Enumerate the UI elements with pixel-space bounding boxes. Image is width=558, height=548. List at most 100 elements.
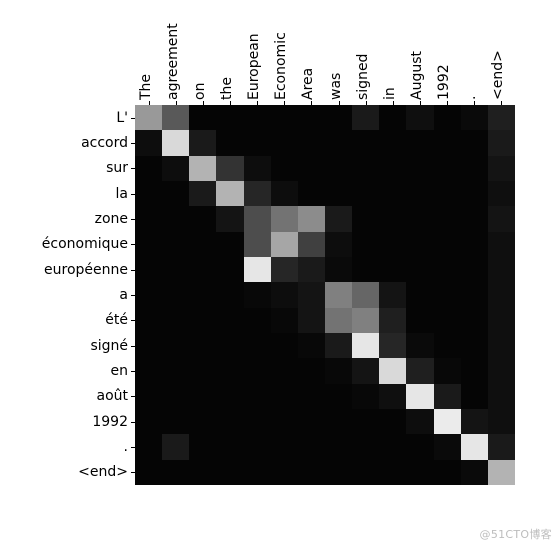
heatmap-cell: [271, 105, 298, 130]
heatmap-cell: [488, 434, 515, 459]
heatmap-cell: [189, 308, 216, 333]
heatmap-cell: [298, 105, 325, 130]
x-tick: [230, 101, 231, 105]
heatmap-cell: [406, 358, 433, 383]
y-label: accord: [81, 135, 128, 151]
heatmap-cell: [135, 282, 162, 307]
heatmap-cell: [352, 156, 379, 181]
heatmap-cell: [461, 460, 488, 485]
y-tick: [131, 346, 135, 347]
heatmap-cell: [298, 130, 325, 155]
y-label: 1992: [92, 414, 128, 430]
heatmap-cell: [352, 282, 379, 307]
heatmap-cell: [379, 232, 406, 257]
heatmap-cell: [406, 460, 433, 485]
heatmap-cell: [162, 257, 189, 282]
heatmap-cell: [271, 358, 298, 383]
heatmap-cell: [135, 206, 162, 231]
heatmap-cell: [434, 232, 461, 257]
heatmap-cell: [216, 434, 243, 459]
heatmap-cell: [162, 434, 189, 459]
heatmap-cell: [488, 460, 515, 485]
x-label: was: [328, 73, 344, 100]
heatmap-cell: [298, 358, 325, 383]
heatmap-cell: [162, 282, 189, 307]
heatmap-area: [135, 105, 515, 485]
heatmap-cell: [135, 257, 162, 282]
y-tick: [131, 219, 135, 220]
heatmap-cell: [135, 358, 162, 383]
heatmap-cell: [244, 434, 271, 459]
y-tick: [131, 472, 135, 473]
heatmap-cell: [189, 384, 216, 409]
heatmap-cell: [488, 232, 515, 257]
heatmap-cell: [488, 384, 515, 409]
x-label: agreement: [165, 23, 181, 100]
heatmap-cell: [271, 333, 298, 358]
heatmap-cell: [162, 308, 189, 333]
heatmap-cell: [352, 257, 379, 282]
heatmap-cell: [189, 257, 216, 282]
heatmap-cell: [298, 384, 325, 409]
heatmap-cell: [379, 181, 406, 206]
y-tick: [131, 320, 135, 321]
heatmap-cell: [216, 232, 243, 257]
heatmap-cell: [488, 156, 515, 181]
heatmap-cell: [216, 156, 243, 181]
y-tick: [131, 194, 135, 195]
heatmap-cell: [406, 206, 433, 231]
heatmap-cell: [325, 308, 352, 333]
x-tick: [474, 101, 475, 105]
heatmap-cell: [162, 156, 189, 181]
y-label: signé: [90, 338, 128, 354]
heatmap-cell: [298, 333, 325, 358]
x-label: Area: [300, 68, 316, 100]
heatmap-cell: [244, 333, 271, 358]
heatmap-cell: [162, 130, 189, 155]
x-tick: [393, 101, 394, 105]
heatmap-cell: [298, 460, 325, 485]
watermark-text: @51CTO博客: [480, 526, 552, 542]
heatmap-cell: [325, 181, 352, 206]
heatmap-cell: [406, 130, 433, 155]
heatmap-cell: [271, 130, 298, 155]
y-axis-labels: L'accordsurlazoneéconomiqueeuropéenneaét…: [0, 105, 135, 485]
y-label: août: [96, 388, 128, 404]
heatmap-cell: [325, 409, 352, 434]
x-label: Economic: [273, 32, 289, 100]
x-label: signed: [355, 54, 371, 100]
heatmap-cell: [379, 333, 406, 358]
y-tick: [131, 447, 135, 448]
x-label: <end>: [490, 50, 506, 100]
heatmap-cell: [434, 257, 461, 282]
heatmap-cell: [135, 460, 162, 485]
heatmap-cell: [488, 333, 515, 358]
heatmap-cell: [189, 105, 216, 130]
y-label: en: [111, 363, 129, 379]
heatmap-cell: [461, 358, 488, 383]
y-label: <end>: [78, 464, 128, 480]
heatmap-cell: [298, 257, 325, 282]
y-label: .: [124, 439, 128, 455]
heatmap-cell: [325, 257, 352, 282]
y-tick: [131, 244, 135, 245]
heatmap-cell: [434, 333, 461, 358]
heatmap-cell: [162, 460, 189, 485]
heatmap-cell: [379, 282, 406, 307]
heatmap-cell: [461, 282, 488, 307]
heatmap-cell: [135, 181, 162, 206]
heatmap-cell: [434, 409, 461, 434]
heatmap-cell: [325, 130, 352, 155]
heatmap-cell: [298, 409, 325, 434]
heatmap-cell: [244, 409, 271, 434]
heatmap-cell: [244, 232, 271, 257]
heatmap-cell: [271, 460, 298, 485]
heatmap-cell: [352, 232, 379, 257]
heatmap-cell: [244, 181, 271, 206]
heatmap-cell: [271, 409, 298, 434]
x-label: .: [463, 96, 479, 100]
heatmap-cell: [135, 130, 162, 155]
heatmap-cell: [434, 384, 461, 409]
heatmap-cell: [461, 409, 488, 434]
heatmap-cell: [189, 181, 216, 206]
